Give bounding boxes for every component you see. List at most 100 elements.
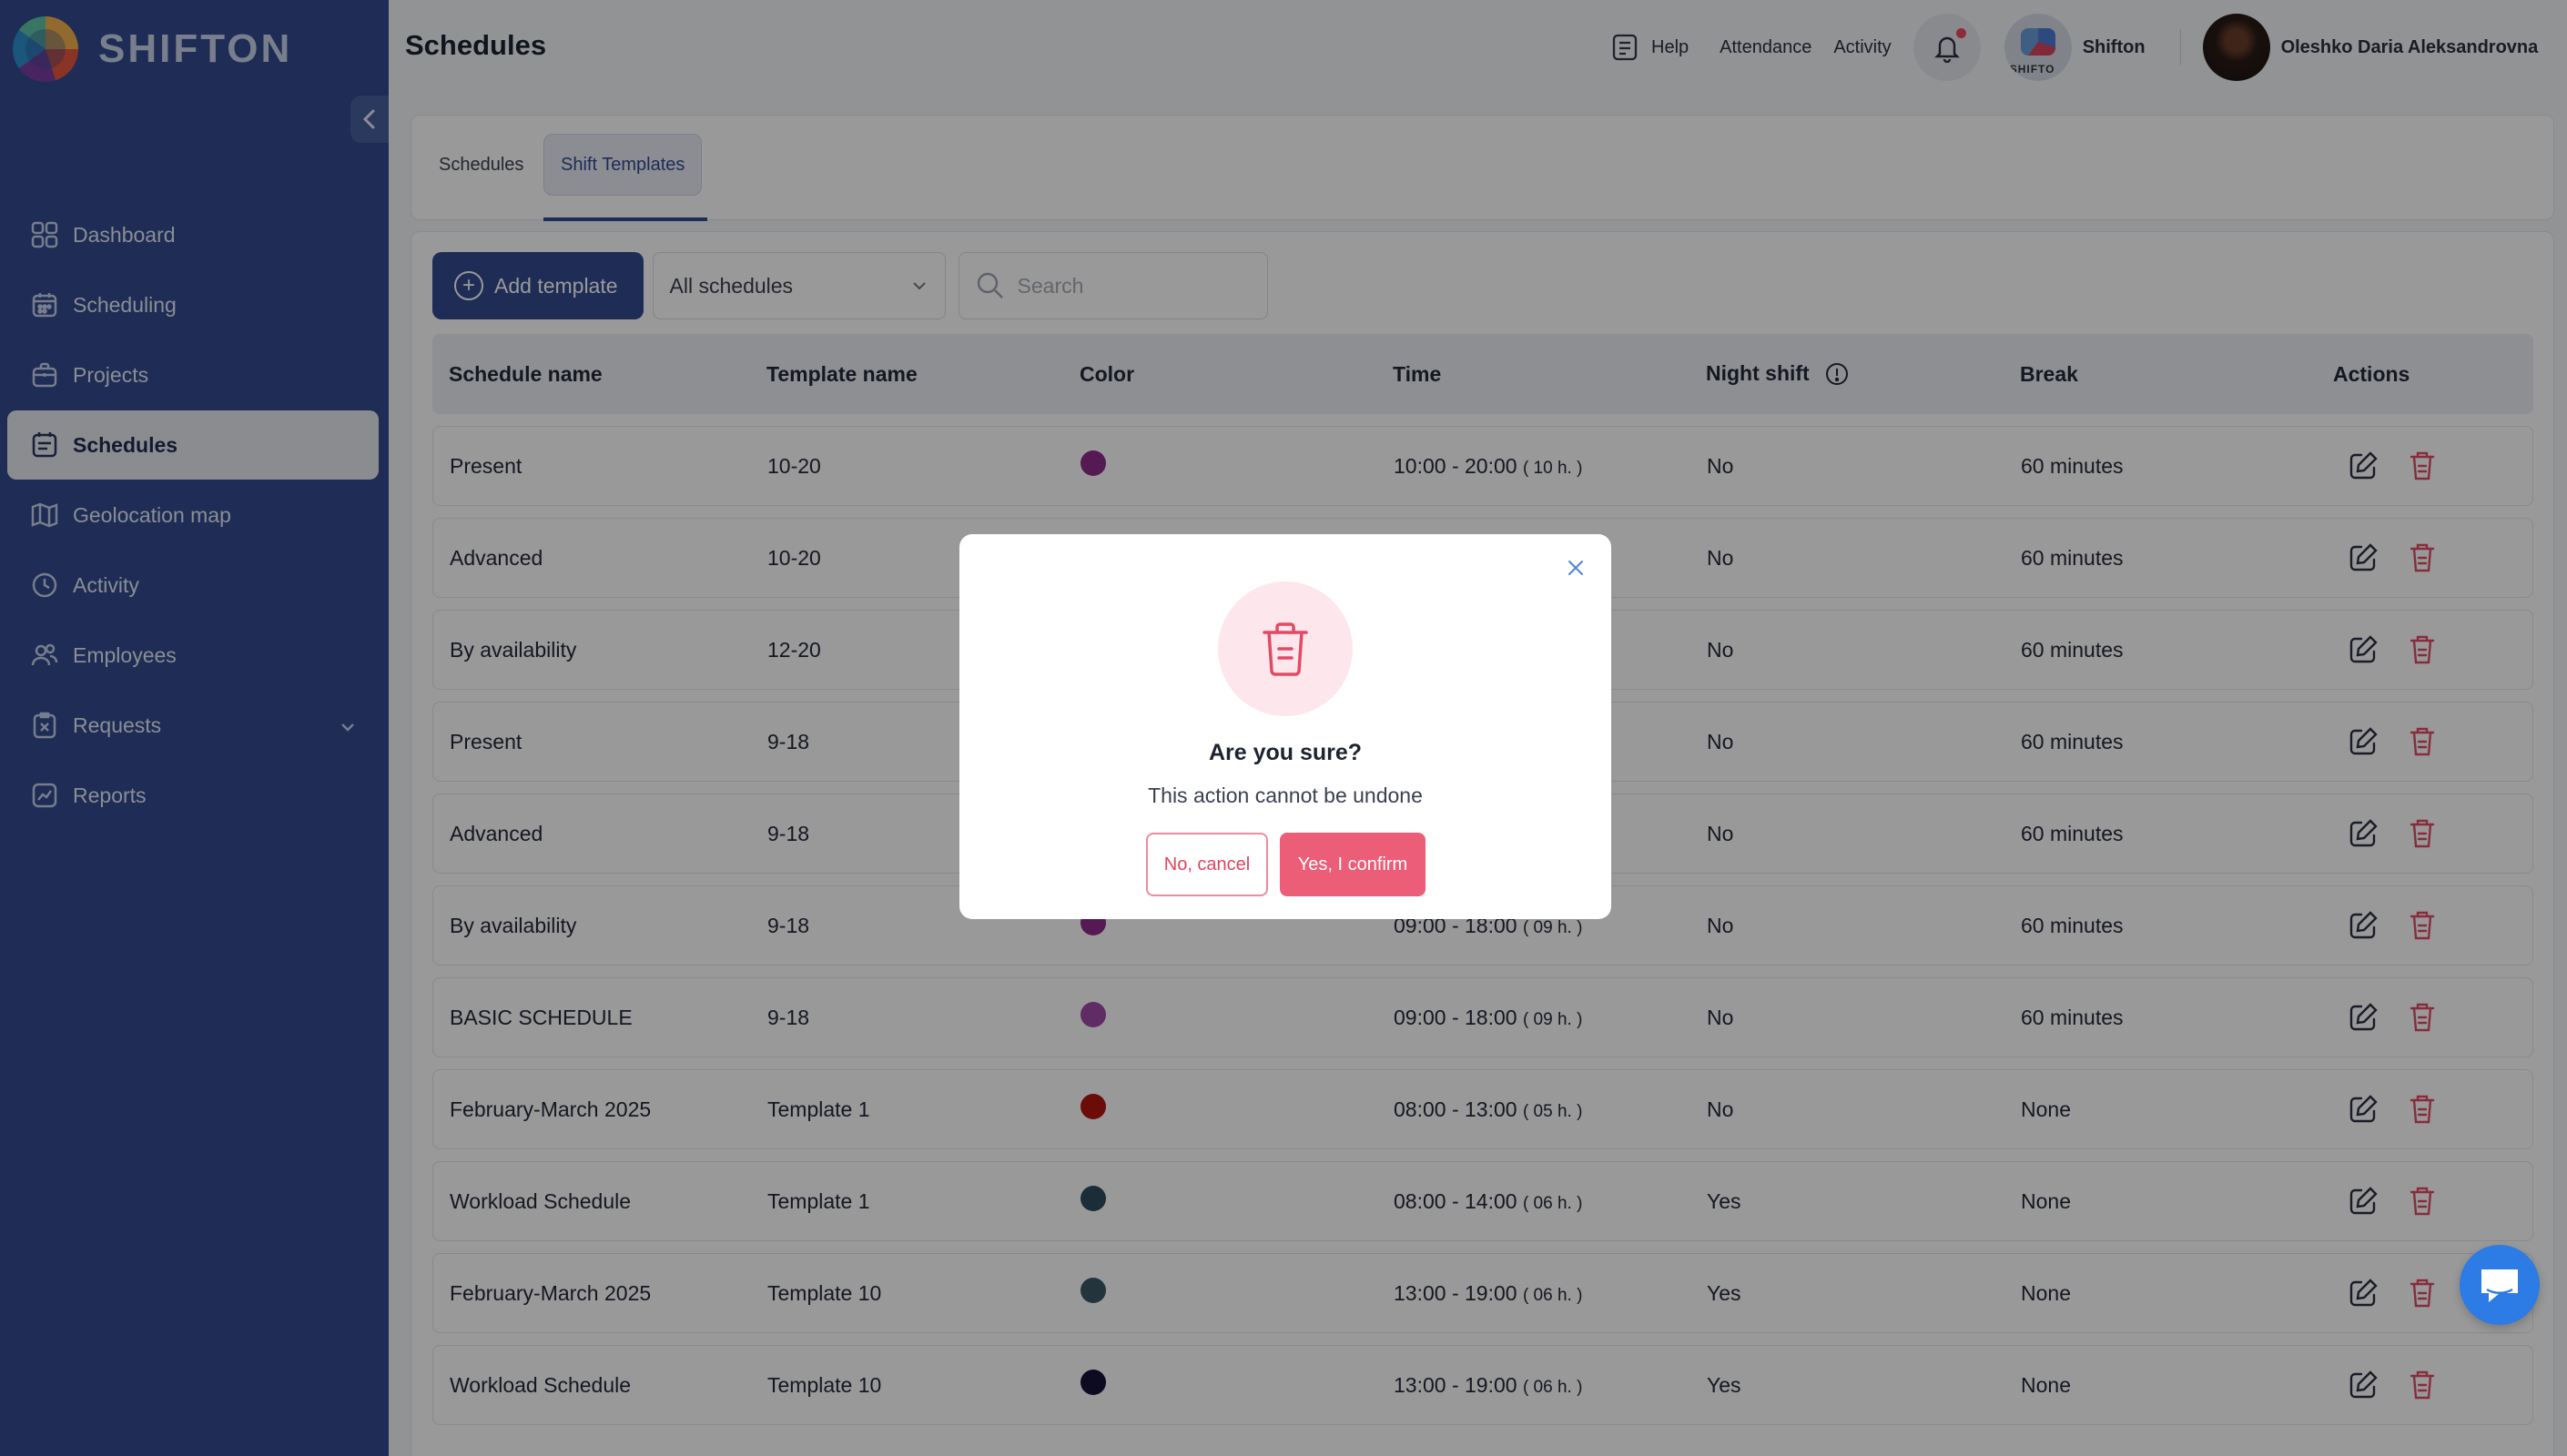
- search-icon: [977, 272, 1003, 298]
- cell-template-name: Template 1: [767, 1188, 870, 1213]
- duration: ( 10 h. ): [1522, 458, 1583, 478]
- cell-color: [1064, 450, 1377, 481]
- color-swatch: [1081, 1002, 1106, 1027]
- cell-template-name: 12-20: [767, 637, 821, 662]
- company-logo-text: SHIFTO: [2009, 63, 2055, 76]
- company-switcher[interactable]: SHIFTO Shifton: [2004, 14, 2146, 81]
- tab-shift-templates[interactable]: Shift Templates: [543, 134, 703, 196]
- dialog-message: This action cannot be undone: [1148, 784, 1423, 807]
- edit-icon[interactable]: [2347, 1185, 2379, 1218]
- edit-icon[interactable]: [2347, 1277, 2379, 1309]
- table-row[interactable]: Present 10-20 10:00 - 20:00 ( 10 h. ) No 60 …: [432, 426, 2533, 506]
- edit-icon[interactable]: [2347, 633, 2379, 666]
- header-night-shift: Night shift: [1689, 361, 2004, 388]
- info-icon[interactable]: [1824, 361, 1850, 387]
- delete-icon[interactable]: [2409, 725, 2436, 758]
- chat-widget-button[interactable]: [2460, 1245, 2540, 1325]
- cell-night-shift: No: [1707, 1097, 1734, 1121]
- company-name: Shifton: [2082, 36, 2146, 57]
- confirm-button[interactable]: Yes, I confirm: [1280, 833, 1426, 896]
- sidebar-item-projects[interactable]: Projects: [7, 340, 379, 410]
- schedule-filter-value: All schedules: [669, 273, 794, 298]
- table-row[interactable]: Workload Schedule Template 10 13:00 - 19:0…: [432, 1345, 2533, 1425]
- duration: ( 06 h. ): [1522, 1193, 1583, 1213]
- brand-logo[interactable]: SHIFTON: [13, 16, 292, 82]
- user-menu[interactable]: Oleshko Daria Aleksandrovna: [2202, 14, 2538, 81]
- notifications-button[interactable]: [1913, 14, 1981, 81]
- delete-icon[interactable]: [2409, 817, 2436, 850]
- sidebar-collapse-button[interactable]: [350, 96, 389, 143]
- cell-break: 60 minutes: [2021, 637, 2124, 662]
- table-row[interactable]: February-March 2025 Template 1 08:00 - 13:…: [432, 1069, 2533, 1149]
- search-input[interactable]: [1017, 273, 1254, 298]
- delete-icon[interactable]: [2409, 909, 2436, 942]
- delete-icon[interactable]: [2409, 1093, 2436, 1126]
- tabs-card: Schedules Shift Templates: [411, 115, 2554, 221]
- edit-icon[interactable]: [2347, 1001, 2379, 1034]
- logo-icon: [13, 16, 78, 82]
- help-link[interactable]: Help: [1611, 33, 1689, 62]
- delete-icon[interactable]: [2409, 1001, 2436, 1034]
- cancel-button[interactable]: No, cancel: [1146, 833, 1268, 896]
- bell-icon: [1933, 36, 1960, 63]
- time-range: 13:00 - 19:00: [1394, 1280, 1517, 1305]
- sidebar-item-scheduling[interactable]: Scheduling: [7, 270, 379, 339]
- edit-icon[interactable]: [2347, 1093, 2379, 1126]
- delete-icon[interactable]: [2409, 450, 2436, 482]
- cell-color: [1064, 1278, 1377, 1309]
- cell-night-shift: No: [1707, 729, 1734, 753]
- color-swatch: [1081, 1370, 1106, 1395]
- cell-night-shift: No: [1707, 821, 1734, 845]
- cell-template-name: 10-20: [767, 545, 821, 570]
- sidebar-item-label: Employees: [73, 642, 177, 667]
- search-field[interactable]: [958, 252, 1268, 319]
- sidebar-item-reports[interactable]: Reports: [7, 761, 379, 830]
- clock-icon: [29, 570, 60, 601]
- cell-schedule-name: By availability: [450, 637, 577, 662]
- sidebar-item-requests[interactable]: Requests: [7, 691, 379, 760]
- add-template-button[interactable]: + Add template: [432, 252, 644, 319]
- delete-icon[interactable]: [2409, 1185, 2436, 1218]
- cell-schedule-name: February-March 2025: [450, 1280, 652, 1305]
- duration: ( 06 h. ): [1522, 1377, 1583, 1397]
- add-template-label: Add template: [494, 273, 618, 298]
- cell-night-shift: No: [1707, 913, 1734, 937]
- schedule-filter-select[interactable]: All schedules: [652, 252, 946, 319]
- edit-icon[interactable]: [2347, 541, 2379, 574]
- close-icon[interactable]: [1562, 554, 1589, 581]
- cell-schedule-name: By availability: [450, 913, 577, 937]
- edit-icon[interactable]: [2347, 817, 2379, 850]
- header-schedule-name[interactable]: Schedule name: [449, 361, 603, 386]
- table-row[interactable]: Workload Schedule Template 1 08:00 - 14:00…: [432, 1161, 2533, 1241]
- sidebar-item-employees[interactable]: Employees: [7, 621, 379, 690]
- activity-link[interactable]: Activity: [1833, 36, 1892, 57]
- delete-icon[interactable]: [2409, 1369, 2436, 1401]
- plus-icon: +: [454, 271, 483, 300]
- edit-icon[interactable]: [2347, 725, 2379, 758]
- header-time[interactable]: Time: [1393, 361, 1442, 386]
- header-template-name[interactable]: Template name: [766, 361, 918, 386]
- cell-schedule-name: Workload Schedule: [450, 1188, 632, 1213]
- cell-night-shift: No: [1707, 453, 1734, 478]
- chevron-down-icon[interactable]: [339, 714, 357, 739]
- attendance-link[interactable]: Attendance: [1720, 36, 1812, 57]
- dashboard-icon: [29, 219, 60, 250]
- sidebar-item-schedules[interactable]: Schedules: [7, 410, 379, 480]
- delete-icon[interactable]: [2409, 541, 2436, 574]
- delete-icon[interactable]: [2409, 1277, 2436, 1309]
- time-range: 08:00 - 13:00: [1394, 1097, 1517, 1121]
- duration: ( 05 h. ): [1522, 1101, 1583, 1121]
- duration: ( 09 h. ): [1522, 1009, 1583, 1029]
- sidebar-item-geolocation-map[interactable]: Geolocation map: [7, 480, 379, 550]
- edit-icon[interactable]: [2347, 1369, 2379, 1401]
- sidebar-item-activity[interactable]: Activity: [7, 551, 379, 620]
- cell-break: None: [2021, 1188, 2071, 1213]
- sidebar-item-dashboard[interactable]: Dashboard: [7, 200, 379, 269]
- tab-schedules[interactable]: Schedules: [439, 154, 524, 175]
- delete-icon[interactable]: [2409, 633, 2436, 666]
- cell-color: [1064, 1370, 1377, 1400]
- edit-icon[interactable]: [2347, 909, 2379, 942]
- edit-icon[interactable]: [2347, 450, 2379, 482]
- table-row[interactable]: BASIC SCHEDULE 9-18 09:00 - 18:00 ( 09 h. …: [432, 977, 2533, 1057]
- table-row[interactable]: February-March 2025 Template 10 13:00 - 19…: [432, 1253, 2533, 1333]
